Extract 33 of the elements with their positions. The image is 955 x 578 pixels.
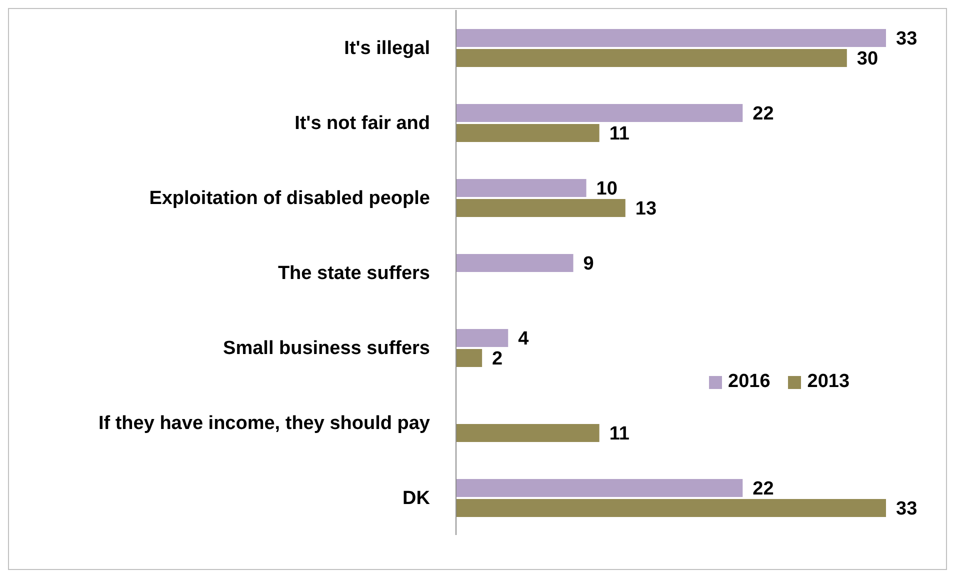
bar [456,424,600,442]
y-tick-label: It's not fair and [294,113,430,134]
bar [456,199,626,217]
bar [456,49,847,67]
bar [456,329,508,347]
data-label: 33 [896,498,918,520]
bar [456,349,482,367]
y-tick-label: The state suffers [278,263,430,284]
bar [456,479,743,497]
bar [456,179,586,197]
data-label: 11 [609,124,630,145]
data-label: 9 [583,254,594,275]
data-label: 33 [896,28,918,50]
bar [456,124,600,142]
data-label: 2 [492,348,503,370]
bar [456,29,886,47]
data-label: 13 [635,198,657,220]
y-tick-label: Small business suffers [223,338,430,360]
data-label: 30 [856,48,878,70]
y-tick-label: DK [402,488,430,510]
y-tick-label: It's illegal [344,38,430,60]
data-label: 10 [596,178,618,200]
data-label: 22 [752,478,774,500]
legend-label: 2016 [727,371,770,393]
data-label: 4 [518,328,530,350]
y-tick-label: If they have income, they should pay [98,413,430,434]
data-label: 22 [752,104,774,125]
legend-label: 2013 [806,371,850,393]
bar [456,499,886,517]
y-tick-label: Exploitation of disabled people [149,188,430,210]
bar [456,104,743,122]
data-label: 11 [609,424,630,445]
bar [456,254,574,272]
